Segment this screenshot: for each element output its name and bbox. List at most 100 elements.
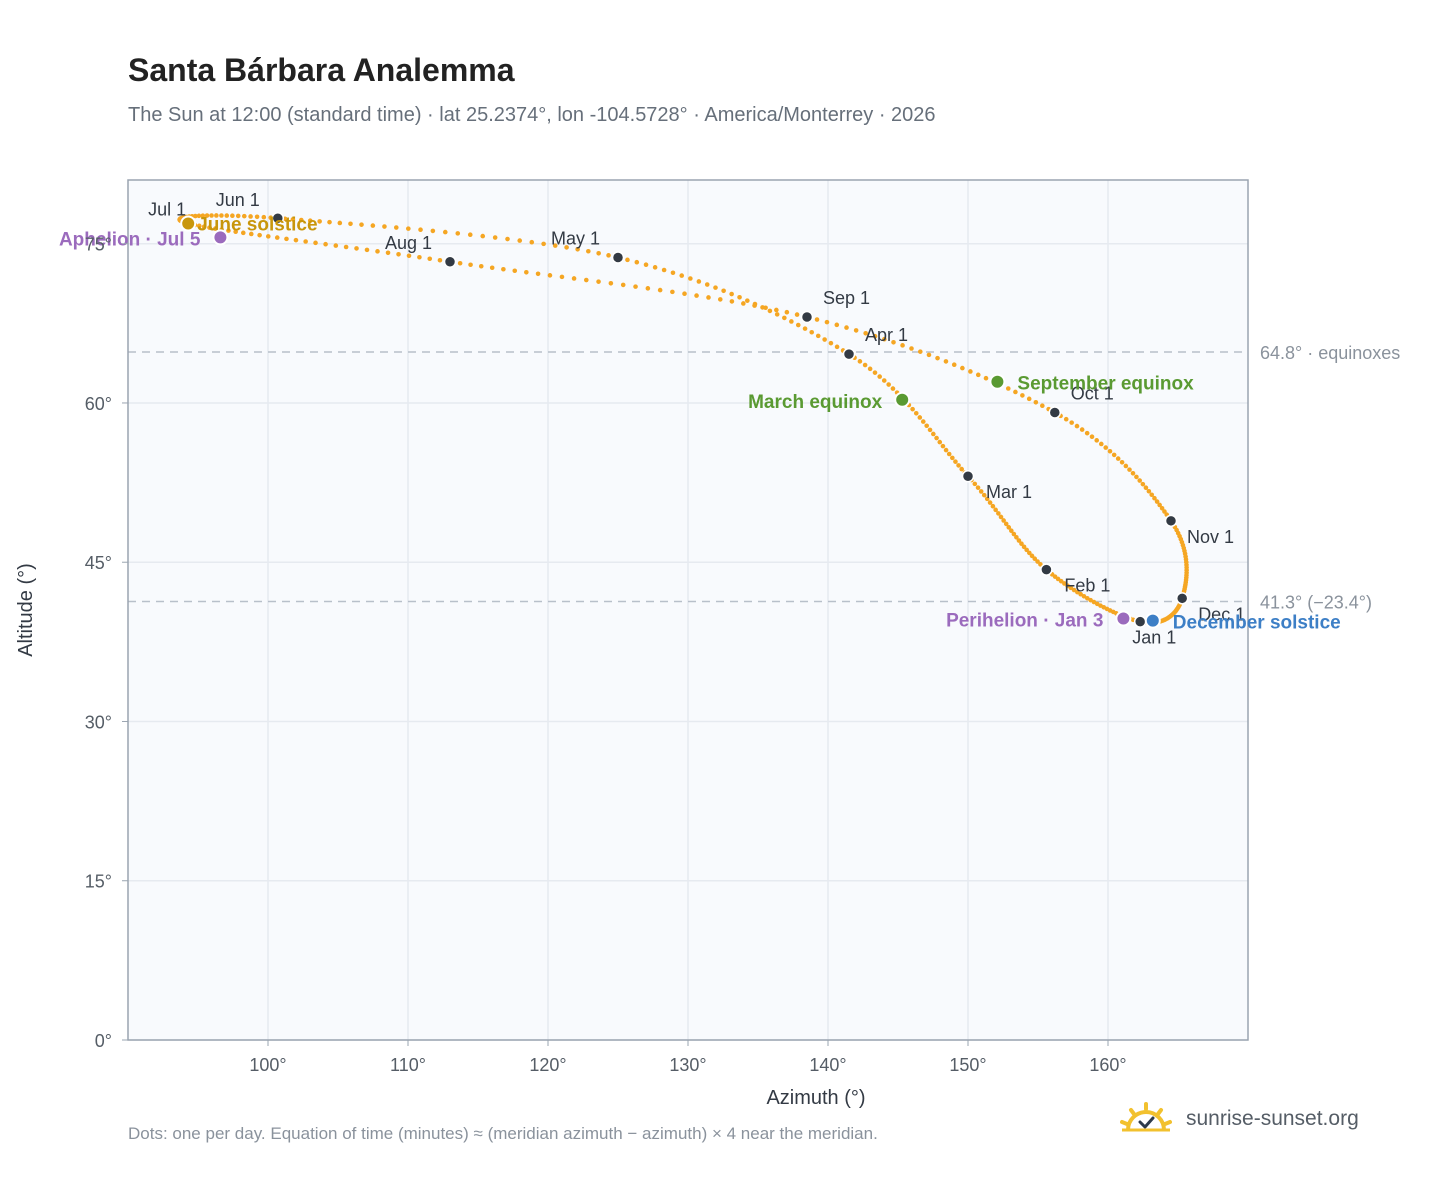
day-dot xyxy=(1127,467,1132,472)
day-dot xyxy=(396,251,401,257)
day-dot xyxy=(704,282,710,287)
day-dot xyxy=(983,375,989,381)
day-dot xyxy=(1111,452,1117,458)
day-dot xyxy=(196,213,202,219)
day-dot xyxy=(809,329,815,335)
day-dot xyxy=(802,326,808,331)
day-dot xyxy=(240,230,246,236)
event-marker-label: December solstice xyxy=(1173,613,1341,634)
day-dot xyxy=(713,285,718,290)
day-dot xyxy=(1009,528,1014,533)
month-marker-dot xyxy=(1164,514,1178,528)
day-dot xyxy=(934,435,939,441)
day-dot xyxy=(317,219,322,224)
day-dot xyxy=(1123,463,1129,469)
day-dot xyxy=(1137,478,1142,483)
day-dot xyxy=(1149,492,1155,498)
day-dot xyxy=(1021,544,1027,550)
day-dot xyxy=(1119,459,1125,465)
day-dot xyxy=(857,359,863,364)
month-marker-dot xyxy=(842,347,856,361)
day-dot xyxy=(993,507,998,513)
day-dot xyxy=(774,307,779,313)
brand[interactable]: sunrise-sunset.org xyxy=(1120,1102,1359,1136)
day-dot xyxy=(333,243,339,248)
day-dot xyxy=(1038,562,1043,567)
day-dot xyxy=(298,217,304,223)
day-dot xyxy=(1020,393,1025,398)
month-marker-label: Oct 1 xyxy=(1071,384,1114,404)
day-dot xyxy=(213,226,218,231)
day-dot xyxy=(1013,389,1018,395)
day-dot xyxy=(946,451,952,457)
day-dot xyxy=(745,298,750,303)
day-dot xyxy=(1143,485,1149,491)
day-dot xyxy=(1001,518,1006,523)
day-dot xyxy=(815,333,821,339)
day-dot xyxy=(972,481,978,487)
day-dot xyxy=(867,366,873,372)
day-dot xyxy=(382,224,387,229)
day-dot xyxy=(737,295,742,300)
day-dot xyxy=(1024,547,1029,553)
day-dot xyxy=(226,228,231,233)
day-dot xyxy=(996,511,1001,516)
x-tick-label: 140° xyxy=(809,1055,846,1075)
day-dot xyxy=(1071,587,1077,593)
day-dot xyxy=(891,339,896,345)
day-dot xyxy=(1140,481,1146,487)
day-dot xyxy=(729,299,735,304)
event-marker-label: March equinox xyxy=(748,392,883,413)
day-dot xyxy=(196,223,202,229)
day-dot xyxy=(235,213,241,219)
month-marker-label: Apr 1 xyxy=(865,325,908,345)
x-tick-label: 160° xyxy=(1089,1055,1126,1075)
month-marker-label: May 1 xyxy=(551,229,600,249)
day-dot xyxy=(657,287,663,293)
month-marker-label: Sep 1 xyxy=(823,288,870,308)
day-dot xyxy=(763,305,768,311)
day-dot xyxy=(975,372,981,378)
day-dot xyxy=(1159,505,1165,511)
month-marker-label: Feb 1 xyxy=(1064,576,1110,596)
event-markers: June solstice December solstice March equi… xyxy=(59,215,1341,634)
day-dot xyxy=(224,213,230,218)
month-marker-dot xyxy=(611,251,625,264)
day-dot xyxy=(1098,441,1104,447)
day-dot xyxy=(354,246,359,251)
day-dot xyxy=(327,219,332,225)
day-dot xyxy=(960,365,965,371)
day-dot xyxy=(517,238,523,243)
day-dot xyxy=(492,235,498,240)
day-dot xyxy=(571,276,577,281)
day-dot xyxy=(478,263,484,269)
day-dot xyxy=(670,270,676,276)
day-dot xyxy=(564,245,569,250)
day-dot xyxy=(209,213,214,218)
day-dot xyxy=(863,330,868,336)
day-dot xyxy=(696,279,702,284)
event-marker-dot xyxy=(1115,610,1132,627)
brand-name[interactable]: sunrise-sunset.org xyxy=(1186,1107,1359,1130)
day-dot xyxy=(937,439,943,445)
day-dot xyxy=(468,262,473,268)
day-dot xyxy=(920,419,926,424)
day-dot xyxy=(1084,430,1090,436)
day-dot xyxy=(998,514,1004,520)
day-dot xyxy=(729,291,734,297)
day-dot xyxy=(824,319,830,325)
day-dot xyxy=(931,431,936,437)
day-dot xyxy=(943,447,949,453)
day-dot xyxy=(219,213,224,218)
day-dot xyxy=(430,228,436,234)
day-dot xyxy=(943,359,949,364)
day-dot xyxy=(524,269,529,275)
month-marker-label: Dec 1 xyxy=(1198,604,1245,624)
day-dot xyxy=(926,352,932,358)
y-tick-label: 60° xyxy=(85,394,112,414)
day-dot xyxy=(652,265,658,270)
event-marker-label: Aphelion · Jul 5 xyxy=(59,229,201,250)
day-dot xyxy=(608,280,614,286)
day-dot xyxy=(596,250,601,256)
